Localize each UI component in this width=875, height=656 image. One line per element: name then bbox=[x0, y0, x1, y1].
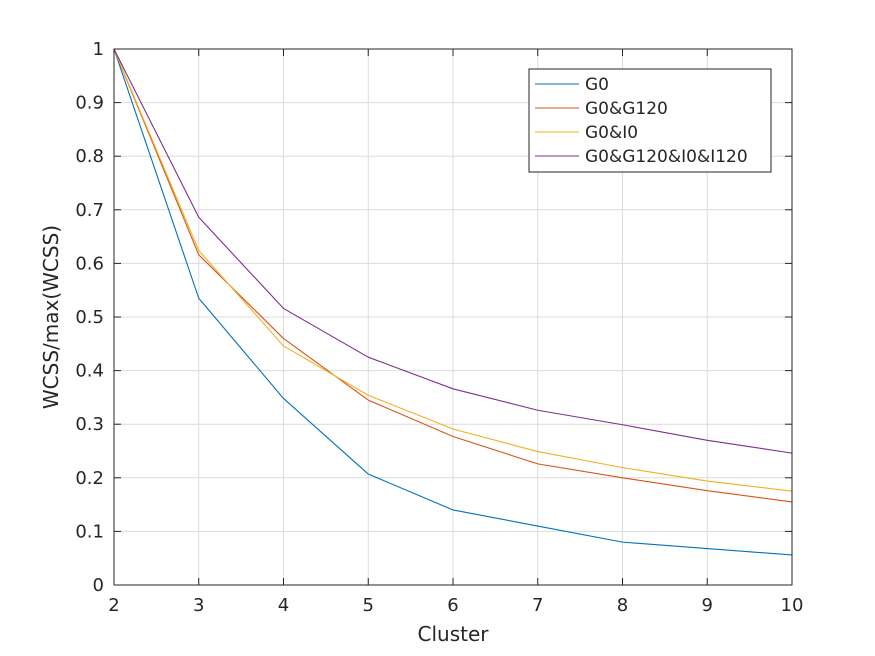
y-tick-label: 0.4 bbox=[75, 361, 104, 382]
y-tick-label: 0.1 bbox=[75, 521, 104, 542]
x-tick-label: 3 bbox=[193, 595, 204, 616]
legend-box bbox=[528, 68, 772, 173]
tick-labels: 2 3 4 5 6 7 8 9 10 0 0.1 0.2 0.3 0.4 0.5 0.6 0.7 0.8 0.9 1 bbox=[75, 39, 803, 616]
y-tick-label: 0.3 bbox=[75, 414, 104, 435]
x-tick-label: 10 bbox=[781, 595, 804, 616]
series-line-1 bbox=[113, 48, 793, 556]
series-line-3 bbox=[113, 48, 793, 492]
x-tick-label: 9 bbox=[702, 595, 713, 616]
y-tick-label: 0 bbox=[93, 575, 104, 596]
series-line-4 bbox=[113, 48, 793, 454]
x-tick-label: 2 bbox=[108, 595, 119, 616]
x-tick-label: 5 bbox=[363, 595, 374, 616]
y-tick-label: 0.9 bbox=[75, 93, 104, 114]
y-tick-label: 0.2 bbox=[75, 468, 104, 489]
x-axis-title: Cluster bbox=[418, 622, 490, 646]
y-tick-label: 1 bbox=[93, 39, 104, 60]
legend-label-1: G0 bbox=[585, 75, 609, 95]
legend-label-4: G0&G120&I0&I120 bbox=[585, 147, 748, 167]
series-layer bbox=[113, 48, 793, 556]
y-tick-label: 0.7 bbox=[75, 200, 104, 221]
axis-ticks bbox=[113, 48, 793, 586]
x-tick-label: 7 bbox=[532, 595, 543, 616]
y-axis-title: WCSS/max(WCSS) bbox=[39, 225, 63, 409]
y-tick-label: 0.5 bbox=[75, 307, 104, 328]
legend-label-3: G0&I0 bbox=[585, 123, 638, 143]
legend: G0 G0&G120 G0&I0 G0&G120&I0&I120 bbox=[528, 68, 772, 173]
y-tick-label: 0.6 bbox=[75, 253, 104, 274]
x-tick-label: 8 bbox=[617, 595, 628, 616]
x-tick-label: 4 bbox=[278, 595, 289, 616]
legend-label-2: G0&G120 bbox=[585, 99, 668, 119]
x-tick-label: 6 bbox=[447, 595, 458, 616]
y-tick-label: 0.8 bbox=[75, 146, 104, 167]
